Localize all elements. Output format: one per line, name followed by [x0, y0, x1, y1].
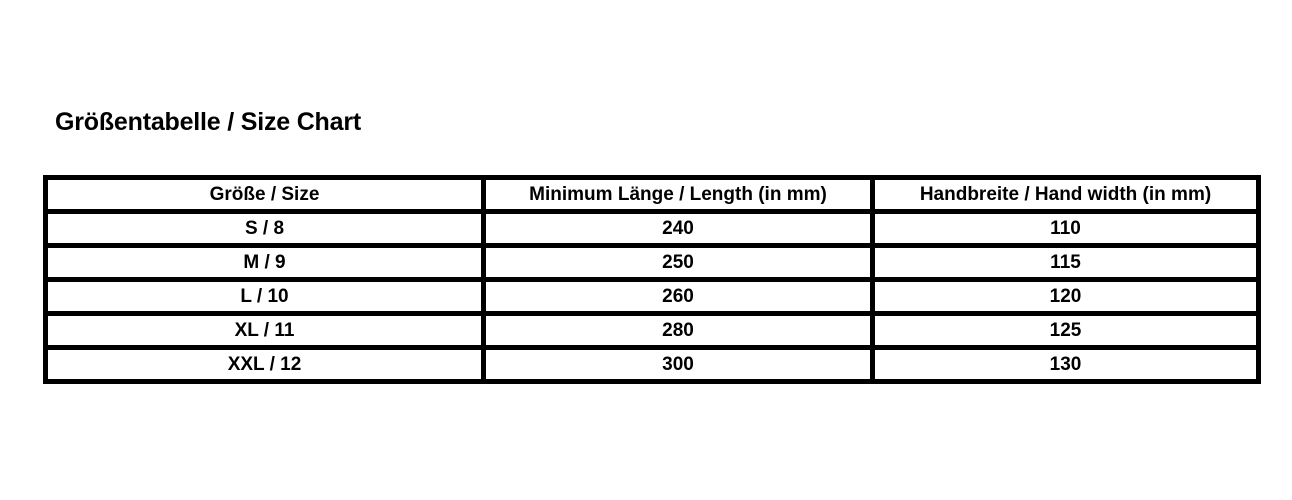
column-header-hand-width: Handbreite / Hand width (in mm): [870, 175, 1261, 214]
cell-min-length: 250: [481, 243, 875, 282]
size-chart-header-row: Größe / Size Minimum Länge / Length (in …: [43, 175, 1261, 214]
table-row: XXL / 12 300 130: [43, 345, 1261, 384]
cell-size: L / 10: [43, 277, 486, 316]
size-chart-body: S / 8 240 110 M / 9 250 115 L / 10 260 120 XL / 1…: [43, 209, 1261, 384]
column-header-min-length: Minimum Länge / Length (in mm): [481, 175, 875, 214]
table-row: S / 8 240 110: [43, 209, 1261, 248]
cell-hand-width: 120: [870, 277, 1261, 316]
cell-min-length: 240: [481, 209, 875, 248]
cell-min-length: 300: [481, 345, 875, 384]
cell-size: XL / 11: [43, 311, 486, 350]
table-row: L / 10 260 120: [43, 277, 1261, 316]
cell-min-length: 280: [481, 311, 875, 350]
cell-hand-width: 110: [870, 209, 1261, 248]
cell-hand-width: 125: [870, 311, 1261, 350]
cell-min-length: 260: [481, 277, 875, 316]
table-row: XL / 11 280 125: [43, 311, 1261, 350]
column-header-size: Größe / Size: [43, 175, 486, 214]
cell-hand-width: 115: [870, 243, 1261, 282]
cell-size: S / 8: [43, 209, 486, 248]
cell-size: XXL / 12: [43, 345, 486, 384]
cell-size: M / 9: [43, 243, 486, 282]
table-row: M / 9 250 115: [43, 243, 1261, 282]
page-title: Größentabelle / Size Chart: [55, 108, 361, 136]
size-chart-table: Größe / Size Minimum Länge / Length (in …: [43, 175, 1261, 384]
cell-hand-width: 130: [870, 345, 1261, 384]
